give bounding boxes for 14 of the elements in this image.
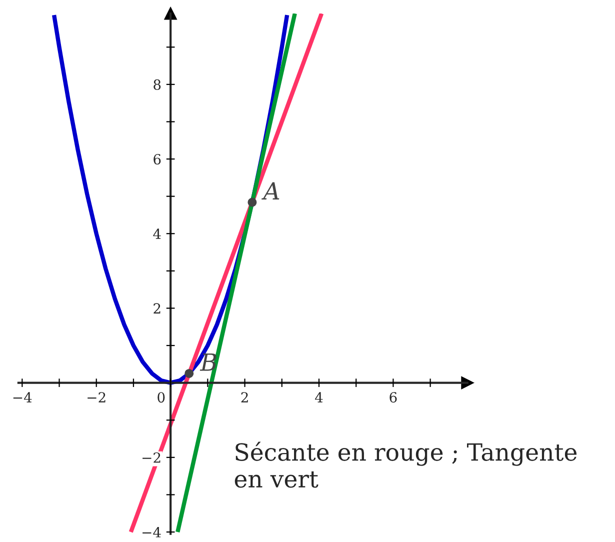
x-tick-label: 6 — [390, 392, 397, 403]
annotation: Sécante en rouge ; Tangente en vert — [234, 442, 577, 488]
x-tick-label: 0 — [158, 392, 165, 403]
annotation: A — [262, 182, 280, 200]
y-tick-label: 2 — [154, 303, 160, 314]
y-tick-label: 8 — [154, 79, 161, 90]
y-tick-label: 4 — [153, 228, 161, 239]
x-tick-label: −4 — [13, 392, 32, 402]
y-tick-label: −4 — [142, 526, 161, 538]
y-tick-label: 6 — [154, 154, 161, 164]
y-tick-label: −2 — [142, 452, 160, 463]
x-tick-label: 4 — [314, 392, 323, 402]
x-tick-label: 2 — [241, 392, 248, 402]
x-tick-label: −2 — [88, 392, 106, 402]
